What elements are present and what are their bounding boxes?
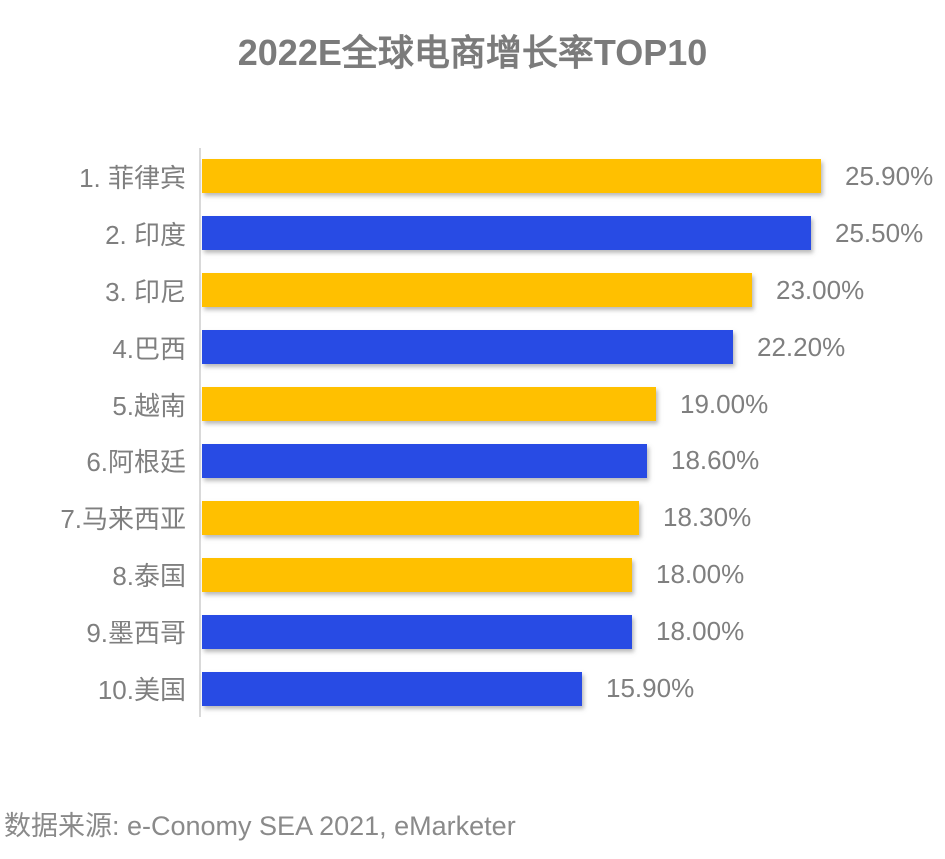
value-label: 25.90%: [845, 160, 934, 191]
value-label: 18.60%: [671, 445, 760, 476]
bar: [202, 216, 811, 251]
bar: [202, 557, 632, 592]
chart-row: 10.美国 15.90%: [0, 660, 945, 717]
category-label: 8.泰国: [112, 561, 186, 592]
chart-title: 2022E全球电商增长率TOP10: [237, 32, 708, 73]
category-label: 1. 菲律宾: [79, 162, 186, 193]
chart-row: 2. 印度 25.50%: [0, 205, 945, 262]
value-label: 18.00%: [656, 616, 745, 647]
bar: [202, 273, 752, 308]
chart-row: 5.越南 19.00%: [0, 376, 945, 433]
chart-row: 9.墨西哥 18.00%: [0, 603, 945, 660]
value-label: 25.50%: [835, 217, 924, 248]
value-label: 18.00%: [656, 559, 745, 590]
chart-row: 7.马来西亚 18.30%: [0, 489, 945, 546]
category-label: 9.墨西哥: [86, 618, 186, 649]
bar: [202, 500, 639, 535]
bar: [202, 330, 733, 365]
bar: [202, 443, 647, 478]
category-label: 5.越南: [112, 390, 186, 421]
category-label: 3. 印尼: [105, 276, 186, 307]
bar: [202, 159, 821, 194]
bar: [202, 671, 582, 706]
chart-row: 6.阿根廷 18.60%: [0, 433, 945, 490]
value-label: 22.20%: [757, 331, 846, 362]
value-label: 19.00%: [680, 388, 769, 419]
bar: [202, 387, 656, 422]
value-label: 23.00%: [776, 274, 865, 305]
category-label: 4.巴西: [112, 333, 186, 364]
category-label: 2. 印度: [105, 219, 186, 250]
chart-row: 8.泰国 18.00%: [0, 546, 945, 603]
bar-rows: 1. 菲律宾 25.90% 2. 印度 25.50% 3. 印尼 23.00% 4.巴西 22…: [0, 148, 945, 717]
y-axis-line: [199, 148, 201, 717]
chart-row: 3. 印尼 23.00%: [0, 262, 945, 319]
category-label: 6.阿根廷: [86, 447, 186, 478]
value-label: 15.90%: [606, 673, 695, 704]
category-label: 10.美国: [97, 675, 186, 706]
data-source-note: 数据来源: e-Conomy SEA 2021, eMarketer: [4, 811, 516, 841]
category-label: 7.马来西亚: [60, 504, 186, 535]
chart-row: 4.巴西 22.20%: [0, 319, 945, 376]
value-label: 18.30%: [663, 502, 752, 533]
chart-row: 1. 菲律宾 25.90%: [0, 148, 945, 205]
bar: [202, 614, 632, 649]
